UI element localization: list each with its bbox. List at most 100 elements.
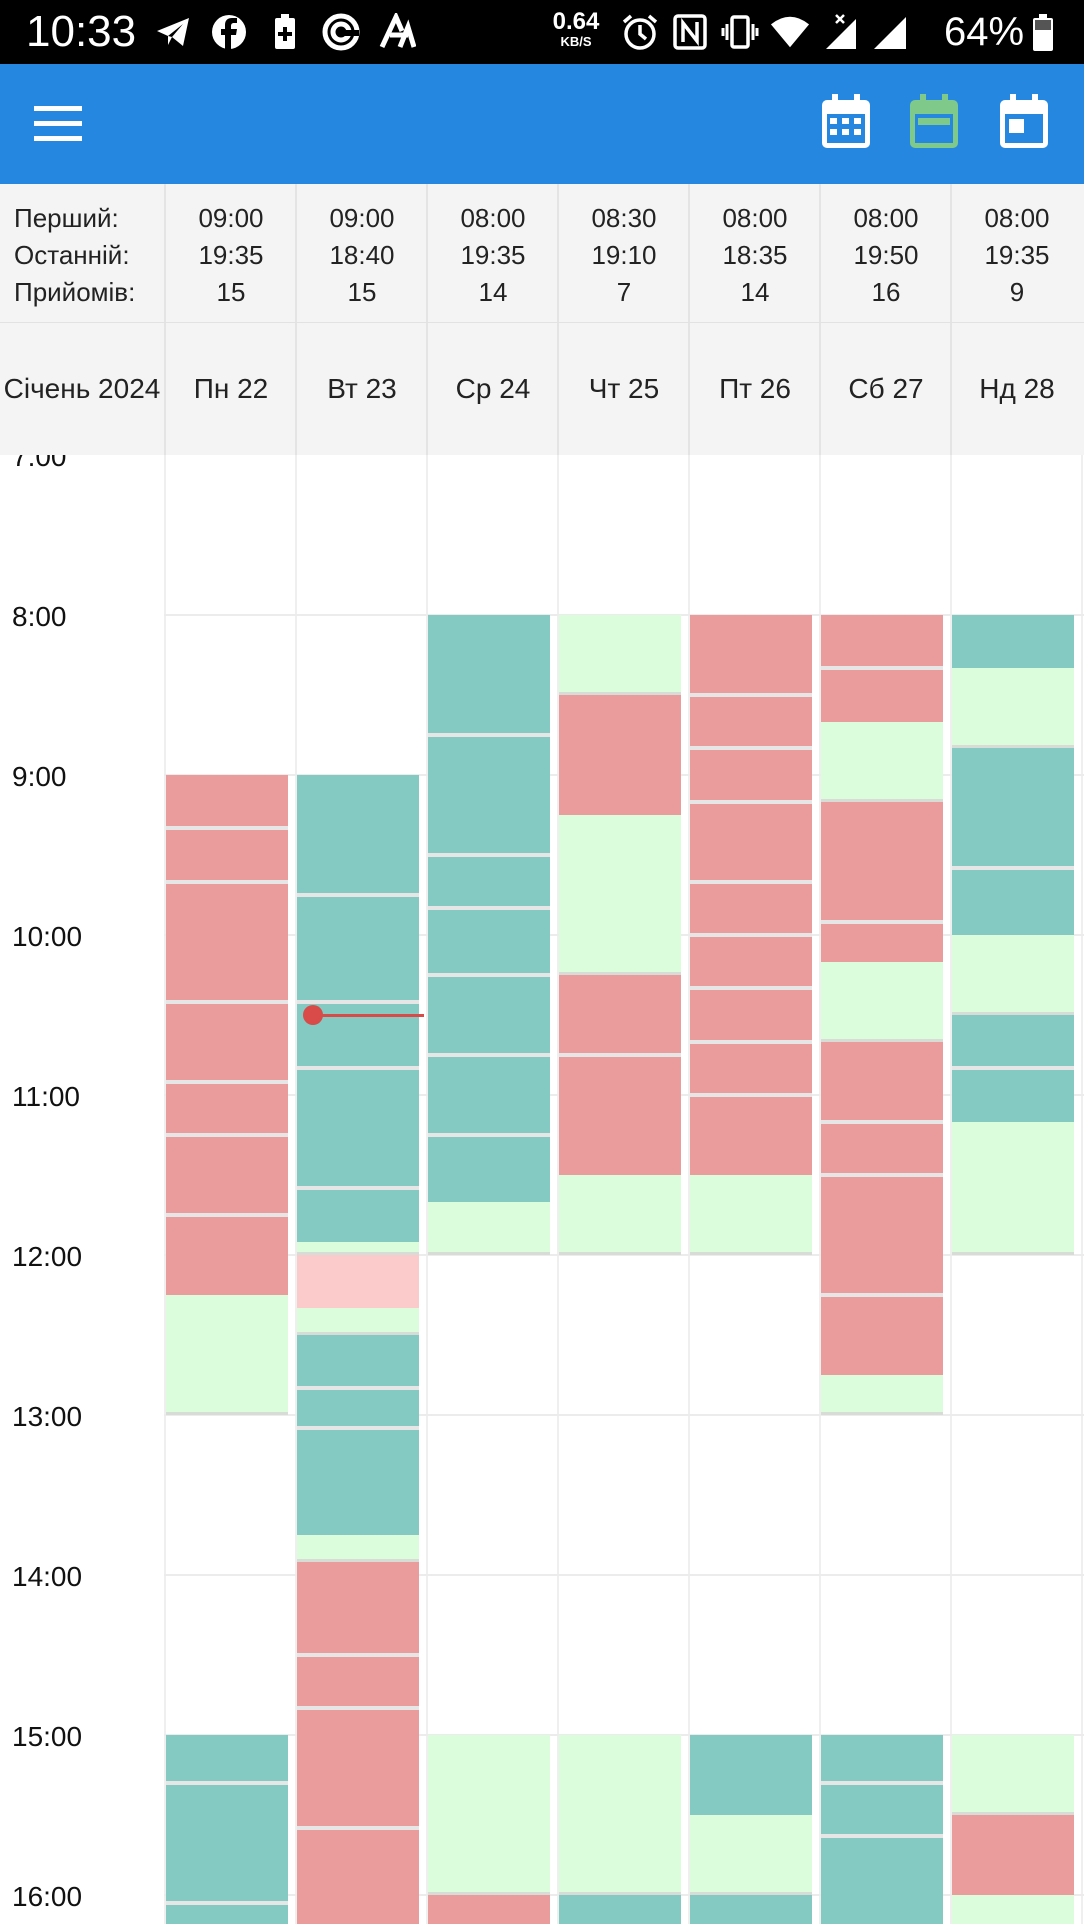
- appointment-block[interactable]: [559, 615, 681, 695]
- day-header-sat[interactable]: Сб 27: [848, 373, 924, 404]
- battery-percent: 64%: [944, 10, 1025, 54]
- wifi-icon: [770, 12, 810, 52]
- appointment-block[interactable]: [559, 1735, 681, 1895]
- telegram-icon: [152, 12, 194, 52]
- hour-line: [164, 1574, 1084, 1576]
- appointment-divider: [297, 1706, 419, 1711]
- summary-col: 08:00 19:35 9: [952, 200, 1082, 311]
- calendar-week-icon: [910, 94, 958, 148]
- last-time: 19:35: [460, 240, 526, 270]
- network-speed: 0.64 KB/S: [552, 8, 600, 50]
- appointment-block[interactable]: [297, 1308, 419, 1335]
- day-header-sun[interactable]: Нд 28: [979, 373, 1055, 404]
- appointment-block[interactable]: [952, 935, 1074, 1015]
- network-speed-unit: KB/S: [560, 34, 592, 49]
- summary-col: 08:30 19:10 7: [559, 200, 689, 311]
- day-header-tue[interactable]: Вт 23: [327, 373, 397, 404]
- appointment-block[interactable]: [166, 775, 288, 1295]
- app-toolbar: [0, 64, 1084, 184]
- appointment-divider: [690, 746, 812, 751]
- appointment-count: 9: [1009, 277, 1025, 307]
- appointment-block[interactable]: [821, 801, 943, 962]
- appointment-divider: [428, 733, 550, 737]
- spiral-app-icon: [320, 12, 362, 52]
- appointment-block[interactable]: [559, 695, 681, 815]
- appointment-divider: [690, 1093, 812, 1097]
- appointment-block[interactable]: [690, 615, 812, 1175]
- appointment-block[interactable]: [297, 1241, 419, 1255]
- appointment-block[interactable]: [821, 961, 943, 1042]
- appointment-block[interactable]: [821, 1041, 943, 1375]
- appointment-block[interactable]: [297, 1561, 419, 1924]
- alarm-icon: [620, 12, 660, 52]
- day-header-fri[interactable]: Пт 26: [719, 373, 791, 404]
- appointment-block[interactable]: [952, 1815, 1074, 1895]
- vibrate-icon: [720, 12, 760, 52]
- menu-button[interactable]: [34, 102, 82, 146]
- appointment-divider: [166, 1079, 288, 1084]
- week-view-button[interactable]: [908, 94, 960, 150]
- appointment-block[interactable]: [821, 721, 943, 802]
- label-last: Останній:: [14, 240, 130, 270]
- appointment-block[interactable]: [297, 1335, 419, 1535]
- appointment-block[interactable]: [952, 1735, 1074, 1815]
- appointment-block[interactable]: [821, 1375, 943, 1415]
- appointment-divider: [166, 879, 288, 884]
- appointment-divider: [297, 1386, 419, 1391]
- label-count: Прийомів:: [14, 277, 136, 307]
- appointment-block[interactable]: [559, 975, 681, 1175]
- week-day-header: Січень 2024 Пн 22 Вт 23 Ср 24 Чт 25 Пт 2…: [0, 323, 1084, 455]
- appointment-divider: [166, 1901, 288, 1905]
- appointment-block[interactable]: [297, 1535, 419, 1562]
- appointment-block[interactable]: [952, 1121, 1074, 1255]
- appointment-divider: [297, 1186, 419, 1191]
- appointment-divider: [690, 933, 812, 937]
- appointment-block[interactable]: [559, 1895, 681, 1924]
- column-divider: [688, 455, 690, 1924]
- summary-col: 08:00 18:35 14: [690, 200, 820, 311]
- appointment-divider: [952, 1066, 1074, 1071]
- last-time: 19:35: [984, 240, 1050, 270]
- appointment-block[interactable]: [952, 615, 1074, 669]
- appointment-block[interactable]: [952, 748, 1074, 935]
- appointment-block[interactable]: [166, 1295, 288, 1415]
- appointment-block[interactable]: [690, 1175, 812, 1255]
- status-bar: 10:33 0.64 KB/S: [0, 0, 1084, 64]
- appointment-block[interactable]: [559, 1175, 681, 1255]
- battery-icon: [1032, 14, 1054, 57]
- appointment-block[interactable]: [690, 1895, 812, 1924]
- day-view-button[interactable]: [998, 94, 1050, 150]
- first-time: 08:00: [722, 203, 788, 233]
- label-first: Перший:: [14, 203, 119, 233]
- appointment-block[interactable]: [428, 1735, 550, 1895]
- appointment-count: 7: [616, 277, 632, 307]
- battery-saver-icon: [264, 12, 306, 52]
- appointment-block[interactable]: [559, 815, 681, 975]
- appointment-block[interactable]: [821, 1735, 943, 1924]
- appointment-block[interactable]: [297, 1255, 419, 1309]
- month-view-button[interactable]: [820, 94, 872, 150]
- appointment-block[interactable]: [690, 1815, 812, 1895]
- appointment-block[interactable]: [166, 1735, 288, 1924]
- day-header-wed[interactable]: Ср 24: [455, 373, 531, 404]
- appointment-block[interactable]: [690, 1735, 812, 1815]
- appointment-block[interactable]: [952, 668, 1074, 749]
- appointment-divider: [297, 1066, 419, 1071]
- day-header-thu[interactable]: Чт 25: [588, 373, 660, 404]
- first-time: 08:00: [984, 203, 1050, 233]
- hour-label: 16:00: [12, 1881, 83, 1912]
- appointment-divider: [297, 1426, 419, 1431]
- network-speed-value: 0.64: [552, 8, 600, 35]
- hour-label: 10:00: [12, 921, 83, 952]
- appointment-block[interactable]: [428, 1201, 550, 1255]
- appointment-divider: [297, 893, 419, 897]
- appointment-block[interactable]: [428, 1895, 550, 1924]
- appointment-divider: [821, 1173, 943, 1177]
- last-time: 19:10: [591, 240, 657, 270]
- hour-line: [164, 1414, 1084, 1416]
- day-header-mon[interactable]: Пн 22: [193, 373, 269, 404]
- hour-label: 9:00: [12, 761, 67, 792]
- schedule-grid[interactable]: 7:00 8:00 9:00 10:00 11:00 12:00 13:00 14:00 15:…: [0, 455, 1084, 1924]
- nfc-icon: [670, 12, 710, 52]
- appointment-block[interactable]: [952, 1895, 1074, 1924]
